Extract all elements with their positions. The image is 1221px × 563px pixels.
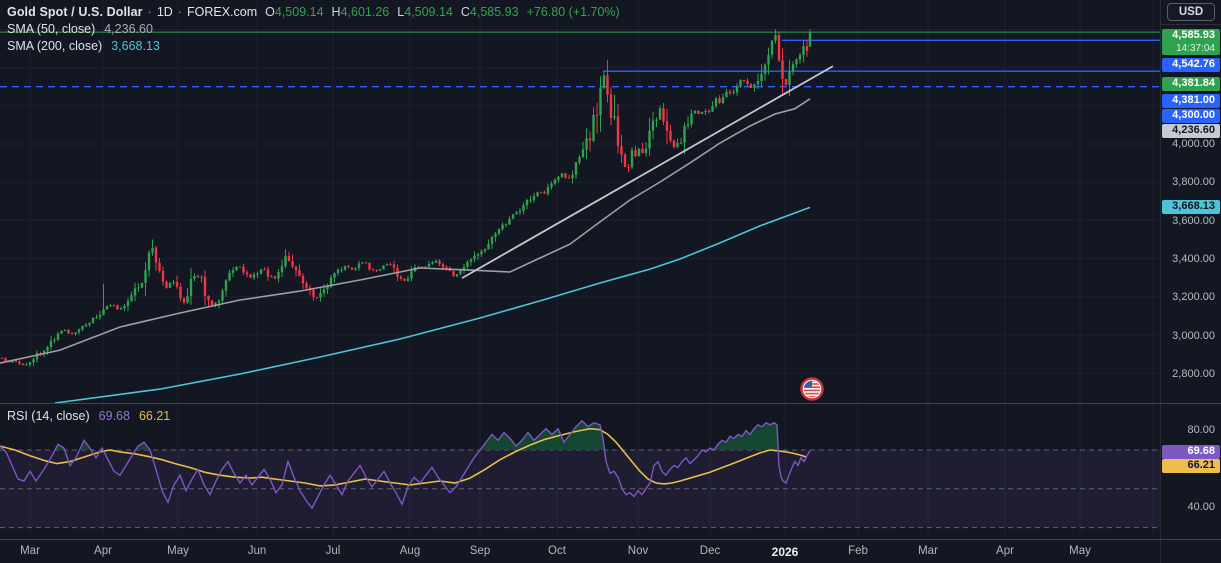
last-price-label: 4,585.93 <box>1162 29 1220 43</box>
pane-divider-rsi-time <box>0 539 1221 540</box>
low-value: 4,509.14 <box>404 4 453 19</box>
rsi-axis-label: 40.00 <box>1187 500 1215 513</box>
rsi-value: 69.68 <box>98 409 130 423</box>
close-value: 4,585.93 <box>469 4 519 19</box>
sma200-label[interactable]: SMA (200, close) <box>7 38 103 53</box>
rsi-value-label: 69.68 <box>1162 445 1220 459</box>
time-axis-label: Nov <box>627 545 649 557</box>
open-value: 4,509.14 <box>274 4 324 19</box>
grid-lines <box>0 0 1160 539</box>
rsi-line[interactable] <box>0 419 811 510</box>
close-key: C <box>460 4 470 19</box>
price-axis-border <box>1160 0 1161 563</box>
low-key: L <box>397 4 405 19</box>
price-axis-label: 3,200.00 <box>1172 290 1215 303</box>
rsi-band <box>0 450 1160 528</box>
rsi-legend-row[interactable]: RSI (14, close) 69.68 66.21 <box>7 409 170 423</box>
price-line-label-4300: 4,300.00 <box>1162 109 1220 123</box>
sma-200-line[interactable] <box>54 206 811 403</box>
sma50-value: 4,236.60 <box>104 21 153 36</box>
legend-separator: · <box>177 4 182 19</box>
sma50-value-label: 4,236.60 <box>1162 124 1220 138</box>
symbol-title[interactable]: Gold Spot / U.S. Dollar <box>7 4 143 19</box>
time-axis-label: Mar <box>918 545 938 557</box>
pane-divider-main-rsi[interactable] <box>0 403 1221 404</box>
main-chart-legend: Gold Spot / U.S. Dollar · 1D · FOREX.com… <box>7 3 620 54</box>
time-axis-label: May <box>1069 545 1091 557</box>
time-axis-label: May <box>167 545 189 557</box>
legend-separator: · <box>147 4 152 19</box>
axis-toolbar-separator <box>1161 24 1221 25</box>
time-axis-label: Oct <box>548 545 566 557</box>
price-axis-label: 3,600.00 <box>1172 214 1215 227</box>
change-value: +76.80 (+1.70%) <box>526 4 620 19</box>
open-key: O <box>265 4 275 19</box>
rsi-ma-value-label: 66.21 <box>1162 459 1220 473</box>
trendline[interactable] <box>461 65 834 279</box>
rsi-label[interactable]: RSI (14, close) <box>7 409 90 423</box>
rsi-overbought-fill <box>79 440 92 450</box>
symbol-legend-row[interactable]: Gold Spot / U.S. Dollar · 1D · FOREX.com… <box>7 3 620 20</box>
exchange-label[interactable]: FOREX.com <box>186 4 258 19</box>
rsi-overbought-fill <box>135 442 150 450</box>
time-axis-label: Aug <box>399 545 421 557</box>
timeframe-label[interactable]: 1D <box>156 4 173 19</box>
price-axis-label: 2,800.00 <box>1172 367 1215 380</box>
price-line-label-4381-84: 4,381.84 <box>1162 77 1220 91</box>
price-axis-label: 3,400.00 <box>1172 252 1215 265</box>
time-axis-label: Sep <box>469 545 491 557</box>
countdown-label: 14:37:04 <box>1162 41 1220 56</box>
price-line-label-4381: 4,381.00 <box>1162 94 1220 108</box>
time-axis-label: Jul <box>325 545 341 557</box>
price-axis-label: 4,000.00 <box>1172 137 1215 150</box>
sma-50-line[interactable] <box>0 98 811 364</box>
time-axis-label: Feb <box>848 545 868 557</box>
price-axis-label: 3,800.00 <box>1172 175 1215 188</box>
time-axis-label: Mar <box>20 545 40 557</box>
rsi-ma-value: 66.21 <box>138 409 171 423</box>
price-axis-label: 3,000.00 <box>1172 329 1215 342</box>
time-axis-label: 2026 <box>771 545 799 559</box>
candlestick-series[interactable] <box>0 29 812 368</box>
rsi-overbought-fill <box>714 422 779 450</box>
high-value: 4,601.26 <box>340 4 390 19</box>
sma50-label[interactable]: SMA (50, close) <box>7 21 96 36</box>
us-flag-marker[interactable] <box>800 377 824 401</box>
sma50-legend-row[interactable]: SMA (50, close) 4,236.60 <box>7 20 620 37</box>
rsi-axis-label: 80.00 <box>1187 423 1215 436</box>
sma200-value-label: 3,668.13 <box>1162 200 1220 214</box>
time-axis-label: Jun <box>247 545 267 557</box>
time-axis-label: Dec <box>699 545 721 557</box>
sma200-value: 3,668.13 <box>111 38 160 53</box>
sma200-legend-row[interactable]: SMA (200, close) 3,668.13 <box>7 37 620 54</box>
price-line-label-4542: 4,542.76 <box>1162 58 1220 72</box>
rsi-overbought-fill <box>480 420 605 450</box>
time-axis-label: Apr <box>94 545 112 557</box>
high-key: H <box>331 4 341 19</box>
currency-button[interactable]: USD <box>1167 3 1215 21</box>
time-axis-label: Apr <box>996 545 1014 557</box>
